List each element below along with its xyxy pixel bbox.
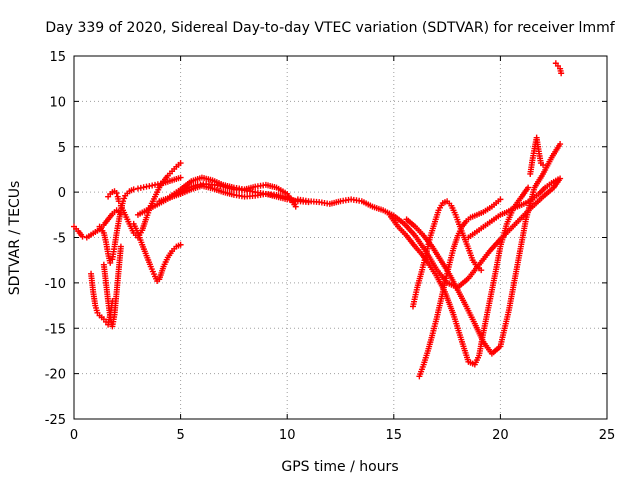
plot-frame [73,55,608,420]
data-point [177,174,184,181]
y-tick-label: -15 [45,322,66,337]
data-point [525,184,532,191]
data-point [121,195,128,202]
grid-layer [74,56,607,419]
chart-title: Day 339 of 2020, Sidereal Day-to-day VTE… [45,20,615,36]
y-tick-label: -20 [45,368,66,383]
data-point [557,141,564,148]
y-tick-label: 15 [49,50,66,65]
data-point [554,176,561,183]
y-tick-label: 10 [49,95,66,110]
y-tick-label: 0 [58,186,66,201]
x-tick-label: 20 [492,428,509,443]
x-tick-label: 15 [386,428,403,443]
data-point [558,70,565,77]
series-arc-3 [96,174,184,266]
series-arc-12 [386,184,532,368]
y-tick-label: -5 [53,232,66,247]
data-point [107,259,114,266]
tick-layer: 0 5 10 15 20 25 15 10 5 0 -5 -10 -15 -20 -25 [45,50,616,443]
data-point [478,267,485,274]
data-point [115,198,122,205]
series-arc-7 [130,220,184,285]
series-arc-13 [403,141,564,357]
data-point [177,241,184,248]
y-tick-label: -25 [45,413,66,428]
x-tick-label: 0 [70,428,78,443]
x-tick-label: 5 [176,428,184,443]
data-point [497,196,504,203]
series-arc-6 [117,160,184,241]
series-arc-15 [409,198,485,310]
series-arc-4 [100,243,124,330]
y-tick-label: 5 [58,141,66,156]
data-point [130,186,137,193]
series-arc-16 [465,176,561,241]
series-arc-10 [156,182,299,205]
series-arc-11 [294,175,564,291]
series-arc-5 [105,188,122,205]
x-tick-label: 25 [599,428,616,443]
x-axis-label: GPS time / hours [281,459,398,475]
series-arc-17 [527,134,547,177]
data-point [79,233,86,240]
y-tick-label: -10 [45,277,66,292]
marks-layer [71,60,565,380]
data-point [540,161,547,168]
x-tick-label: 10 [279,428,296,443]
data-point [117,243,124,250]
data-point [113,190,120,197]
data-point [292,203,299,210]
data-point [177,160,184,167]
y-axis-label: SDTVAR / TECUs [7,181,23,296]
series-arc-1 [71,207,124,241]
series-arc-18 [552,60,565,77]
